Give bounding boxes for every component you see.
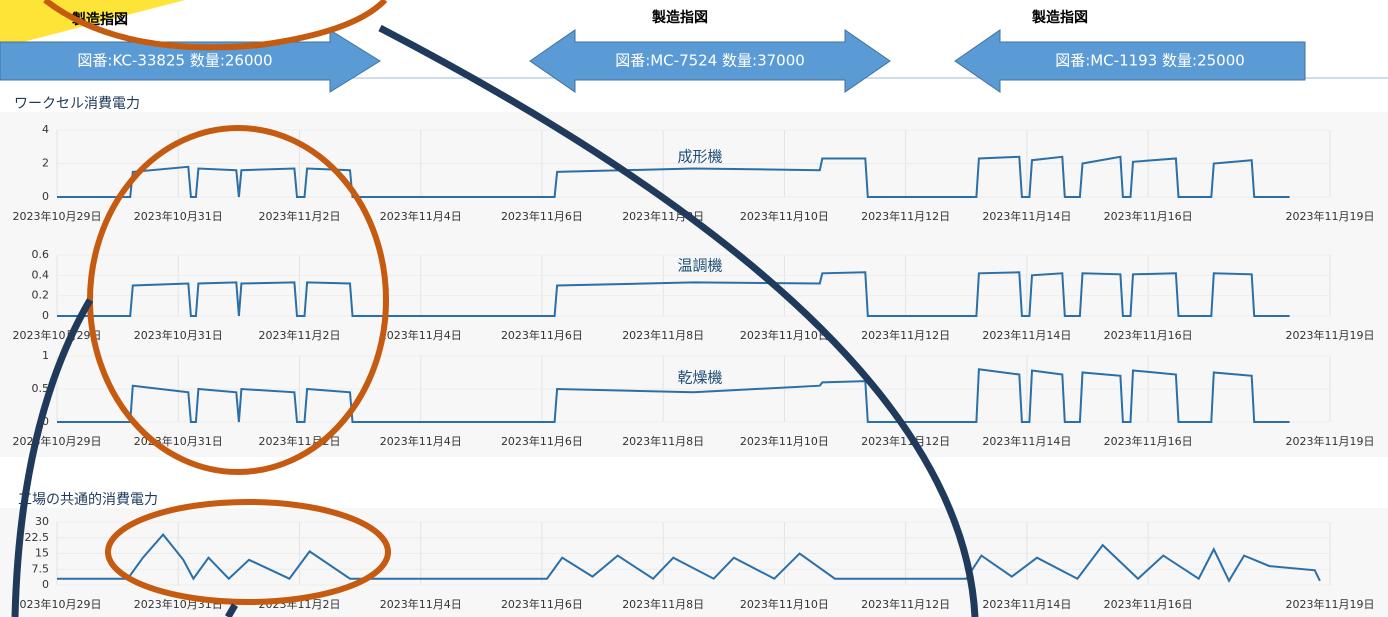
y-tick-label: 22.5	[25, 531, 50, 544]
annotation-ellipse	[105, 499, 391, 605]
annotation-arc	[43, 0, 388, 51]
x-tick-label: 2023年11月12日	[861, 597, 950, 611]
chart-title: 成形機	[677, 148, 722, 166]
x-tick-label: 2023年11月8日	[622, 434, 704, 448]
y-tick-label: 7.5	[32, 562, 50, 575]
y-tick-label: 4	[42, 123, 49, 136]
order-label: 図番:MC-1193 数量:25000	[1055, 52, 1245, 70]
x-tick-label: 2023年11月4日	[380, 597, 462, 611]
order-arrow	[529, 29, 891, 93]
x-tick-label: 2023年11月6日	[501, 328, 583, 342]
x-tick-label: 2023年11月16日	[1104, 209, 1193, 223]
x-tick-label: 2023年11月16日	[1104, 597, 1193, 611]
x-tick-label: 2023年11月16日	[1104, 328, 1193, 342]
x-tick-label: 2023年11月4日	[380, 328, 462, 342]
y-tick-label: 15	[35, 547, 49, 560]
line-series	[57, 271, 1290, 317]
x-tick-label: 2023年11月14日	[982, 434, 1071, 448]
order-label: 図番:MC-7524 数量:37000	[615, 52, 805, 70]
order-heading: 製造指図	[651, 9, 708, 26]
x-tick-label: 2023年11月12日	[861, 434, 950, 448]
x-tick-label: 2023年10月31日	[134, 328, 223, 342]
x-tick-label: 2023年11月10日	[740, 209, 829, 223]
order-arrow	[0, 29, 381, 93]
x-tick-label: 2023年11月10日	[740, 597, 829, 611]
x-tick-label: 2023年11月4日	[380, 209, 462, 223]
y-tick-label: 0.2	[32, 289, 50, 302]
x-tick-label: 2023年11月16日	[1104, 434, 1193, 448]
x-tick-label: 2023年11月19日	[1286, 328, 1375, 342]
x-tick-label: 2023年11月19日	[1286, 209, 1375, 223]
x-tick-label: 2023年10月29日	[13, 597, 102, 611]
y-tick-label: 0.6	[32, 248, 50, 261]
x-tick-label: 2023年11月14日	[982, 597, 1071, 611]
line-series	[57, 155, 1290, 198]
x-tick-label: 2023年11月2日	[258, 328, 340, 342]
order-label: 図番:KC-33825 数量:26000	[77, 52, 272, 70]
y-tick-label: 0	[42, 415, 49, 428]
y-tick-label: 0	[42, 578, 49, 591]
x-tick-label: 2023年11月14日	[982, 209, 1071, 223]
x-tick-label: 2023年11月2日	[258, 209, 340, 223]
section-title: 工場の共通的消費電力	[18, 492, 158, 508]
annotation-curve	[378, 24, 979, 617]
x-tick-label: 2023年11月12日	[861, 209, 950, 223]
x-tick-label: 2023年11月14日	[982, 328, 1071, 342]
y-tick-label: 0.5	[32, 382, 50, 395]
charts: 2023年10月29日 2023年10月31日 2023年11月2日 2023年11月…	[13, 123, 1375, 611]
y-tick-label: 0.4	[32, 268, 50, 281]
x-tick-label: 2023年11月6日	[501, 209, 583, 223]
x-tick-label: 2023年11月4日	[380, 434, 462, 448]
annotation-curve	[224, 603, 239, 617]
annotation-curve	[11, 298, 94, 617]
y-tick-label: 2	[42, 157, 49, 170]
line-series	[57, 368, 1290, 423]
x-tick-label: 2023年11月6日	[501, 434, 583, 448]
x-tick-label: 2023年10月29日	[13, 434, 102, 448]
x-tick-label: 2023年11月10日	[740, 434, 829, 448]
y-tick-label: 1	[42, 349, 49, 362]
section-title: ワークセル消費電力	[14, 96, 140, 112]
x-tick-label: 2023年11月8日	[622, 597, 704, 611]
x-tick-label: 2023年11月8日	[622, 328, 704, 342]
chart-title: 温調機	[677, 257, 722, 275]
x-tick-label: 2023年10月29日	[13, 328, 102, 342]
y-tick-label: 0	[42, 309, 49, 322]
x-tick-label: 2023年11月12日	[861, 328, 950, 342]
x-tick-label: 2023年10月29日	[13, 209, 102, 223]
x-tick-label: 2023年11月6日	[501, 597, 583, 611]
order-heading: 製造指図	[1031, 9, 1088, 26]
x-tick-label: 2023年10月31日	[134, 209, 223, 223]
x-tick-label: 2023年11月19日	[1286, 434, 1375, 448]
x-tick-label: 2023年11月10日	[740, 328, 829, 342]
order-arrow	[954, 29, 1306, 93]
chart-title: 乾燥機	[677, 369, 722, 387]
annotations	[11, 0, 979, 617]
x-tick-label: 2023年11月19日	[1286, 597, 1375, 611]
y-tick-label: 30	[35, 515, 49, 528]
line-series	[57, 533, 1321, 583]
y-tick-label: 0	[42, 190, 49, 203]
